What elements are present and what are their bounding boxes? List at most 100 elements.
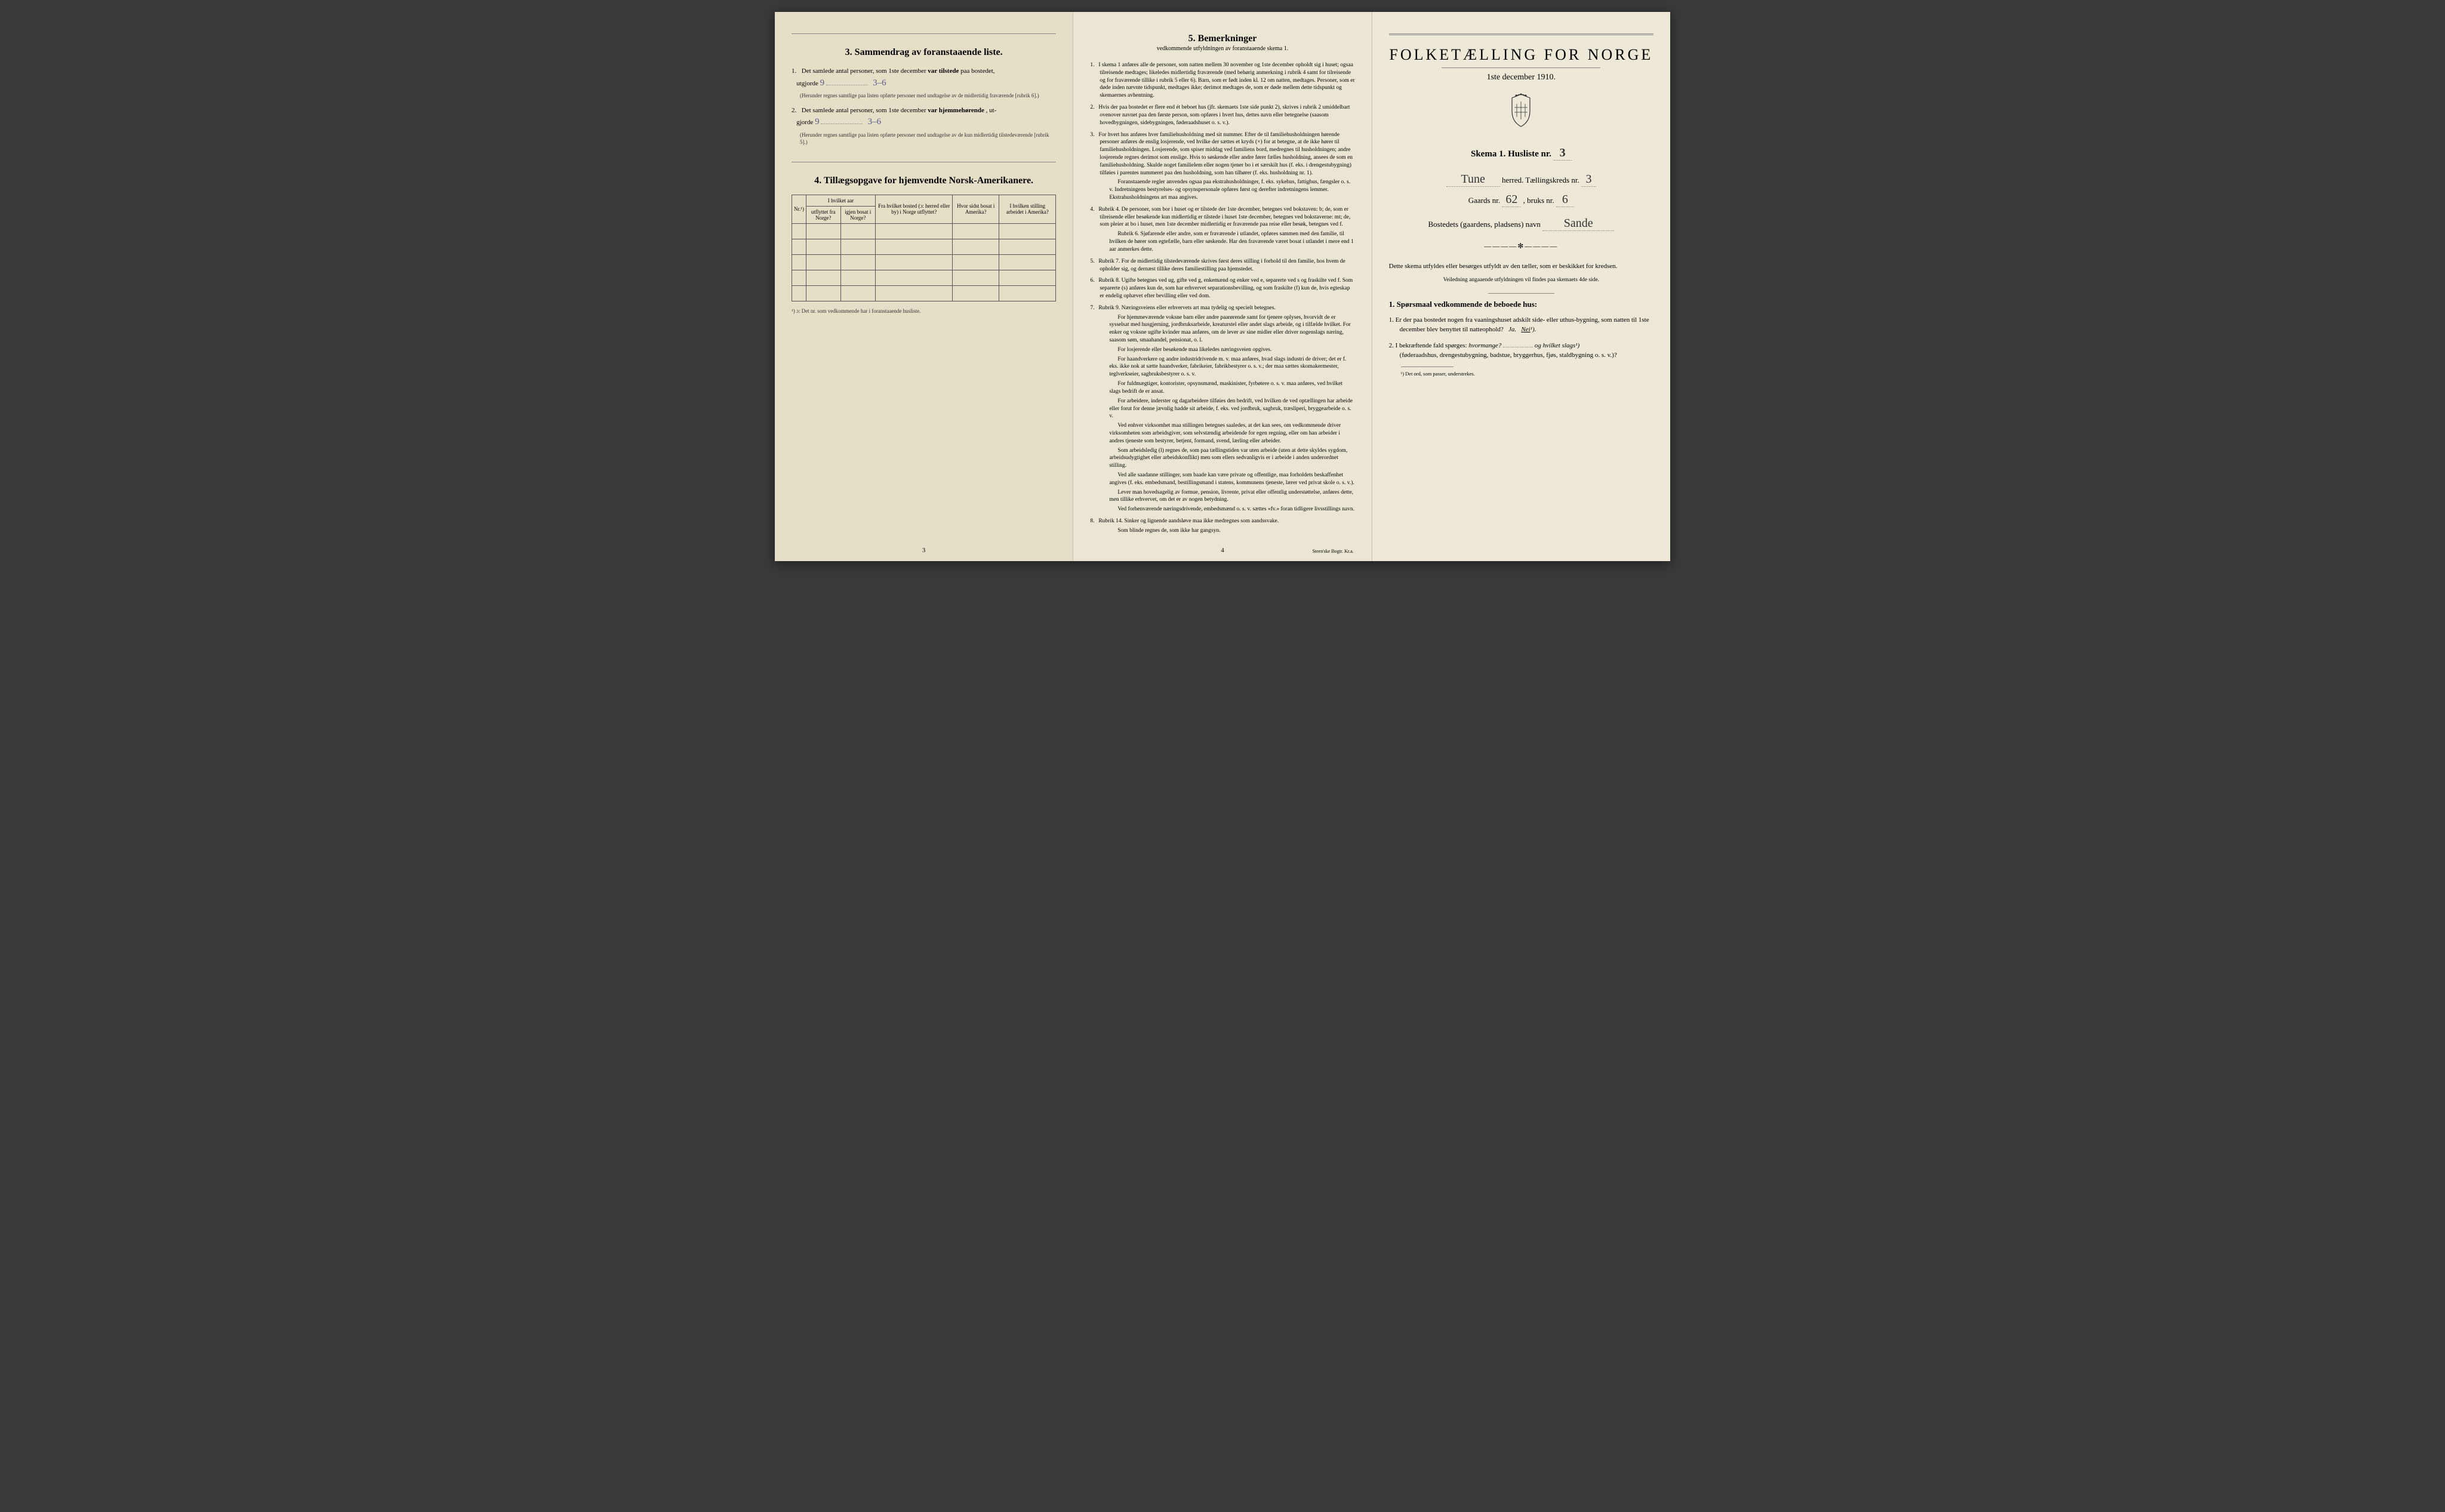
question-1: 1. Er der paa bostedet nogen fra vaaning… — [1389, 315, 1653, 335]
kreds-nr: 3 — [1581, 173, 1596, 187]
remark-text: Rubrik 9. Næringsveiens eller erhvervets… — [1098, 305, 1276, 311]
table-row — [792, 285, 1056, 301]
text: , ut- — [986, 107, 997, 114]
table-footnote: ¹) ɔ: Det nr. som vedkommende har i fora… — [792, 307, 1056, 315]
text: utgjorde — [796, 80, 818, 87]
remark-sub: For haandverkere og andre industridriven… — [1109, 356, 1354, 378]
section3-title: 3. Sammendrag av foranstaaende liste. — [792, 47, 1056, 58]
remark-text: Rubrik 14. Sinker og lignende aandsløve … — [1098, 518, 1279, 524]
gaards-nr: 62 — [1502, 193, 1521, 207]
section5-title: 5. Bemerkninger — [1090, 33, 1354, 44]
text: Det samlede antal personer, som 1ste dec… — [802, 107, 926, 114]
handwritten-extra: 3–6 — [868, 115, 882, 129]
instruction-text: Dette skema utfyldes eller besørges utfy… — [1389, 263, 1618, 270]
fine-print-note: (Herunder regnes samtlige paa listen opf… — [792, 131, 1056, 146]
footnote: ¹) Det ord, som passer, understrekes. — [1389, 371, 1653, 377]
remark-item: 3.For hvert hus anføres hver familiehush… — [1090, 131, 1354, 202]
th-year-group: I hvilket aar — [806, 195, 875, 206]
husliste-nr: 3 — [1554, 146, 1572, 161]
page-middle: 5. Bemerkninger vedkommende utfyldningen… — [1073, 12, 1372, 561]
text: gjorde — [796, 119, 813, 126]
th-bosted: Fra hvilket bosted (ɔ: herred eller by) … — [875, 195, 952, 223]
remark-sub: Ved forhenværende næringsdrivende, embed… — [1109, 506, 1354, 513]
bosted-label: Bostedets (gaardens, pladsens) navn — [1428, 220, 1540, 229]
remark-sub: Som blinde regnes de, som ikke har gangs… — [1109, 527, 1354, 535]
remark-sub: For fuldmægtiger, kontorister, opsynsmæn… — [1109, 380, 1354, 396]
item-number: 2. — [792, 106, 800, 116]
table-row — [792, 239, 1056, 254]
table-row — [792, 270, 1056, 285]
emigrant-table: Nr.¹) I hvilket aar Fra hvilket bosted (… — [792, 195, 1056, 301]
remarks-list: 1.I skema 1 anføres alle de personer, so… — [1090, 61, 1354, 535]
printer-credit: Steen'ske Bogtr. Kr.a. — [1312, 549, 1353, 554]
text: paa bostedet, — [960, 67, 994, 75]
summary-item-1: 1. Det samlede antal personer, som 1ste … — [792, 66, 1056, 100]
summary-item-2: 2. Det samlede antal personer, som 1ste … — [792, 106, 1056, 146]
decor-divider: ————✻———— — [1389, 242, 1653, 251]
q2-em: hvormange? — [1468, 342, 1501, 349]
skema-line: Skema 1. Husliste nr. 3 — [1389, 146, 1653, 161]
remark-sub: Rubrik 6. Sjøfarende eller andre, som er… — [1109, 230, 1354, 253]
remark-sub: Lever man hovedsagelig av formue, pensio… — [1109, 489, 1354, 504]
bruks-nr: 6 — [1556, 193, 1574, 207]
table-body — [792, 223, 1056, 301]
text: Det samlede antal personer, som 1ste dec… — [802, 67, 926, 75]
census-date: 1ste december 1910. — [1389, 73, 1653, 82]
remark-sub: For losjerende eller besøkende maa likel… — [1109, 346, 1354, 354]
herred-line: Tune herred. Tællingskreds nr. 3 — [1389, 173, 1653, 187]
remark-sub: Foranstaaende regler anvendes ogsaa paa … — [1109, 178, 1354, 201]
remark-item: 1.I skema 1 anføres alle de personer, so… — [1090, 61, 1354, 100]
remark-text: Hvis der paa bostedet er flere end ét be… — [1098, 104, 1350, 126]
section5-subtitle: vedkommende utfyldningen av foranstaaend… — [1090, 45, 1354, 52]
gaards-label: Gaards nr. — [1468, 196, 1500, 205]
remark-text: Rubrik 4. De personer, som bor i huset o… — [1098, 207, 1350, 228]
remark-sub: Ved enhver virksomhet maa stillingen bet… — [1109, 422, 1354, 445]
th-igjen: igjen bosat i Norge? — [840, 206, 875, 223]
answer-underlined: Nei — [1521, 326, 1530, 333]
table-row — [792, 254, 1056, 270]
remark-sub: Som arbeidsledig (l) regnes de, som paa … — [1109, 447, 1354, 470]
q-number: 1. — [1389, 316, 1394, 324]
bosted-value: Sande — [1542, 217, 1614, 231]
bruks-label: , bruks nr. — [1523, 196, 1554, 205]
remark-sub: Ved alle saadanne stillinger, som baade … — [1109, 472, 1354, 487]
fine-print-note: (Herunder regnes samtlige paa listen opf… — [792, 92, 1056, 100]
remark-text: I skema 1 anføres alle de personer, som … — [1098, 62, 1354, 98]
bold-text: var hjemmehørende — [928, 107, 984, 114]
herred-value: Tune — [1446, 173, 1500, 187]
remark-sub: For hjemmeværende voksne barn eller andr… — [1109, 314, 1354, 344]
handwritten-extra: 3–6 — [873, 76, 886, 90]
questions-heading: 1. Spørsmaal vedkommende de beboede hus: — [1389, 300, 1653, 309]
page-number: 4 — [1221, 547, 1224, 554]
remark-item: 4.Rubrik 4. De personer, som bor i huset… — [1090, 206, 1354, 254]
bosted-line: Bostedets (gaardens, pladsens) navn Sand… — [1389, 217, 1653, 231]
instruction-block: Dette skema utfyldes eller besørges utfy… — [1389, 261, 1653, 285]
rule-double — [1389, 33, 1653, 35]
q-number: 2. — [1389, 342, 1394, 349]
instruction-sub: Veiledning angaaende utfyldningen vil fi… — [1389, 276, 1653, 285]
remark-item: 5.Rubrik 7. For de midlertidig tilstedev… — [1090, 258, 1354, 273]
remark-text: For hvert hus anføres hver familiehushol… — [1098, 132, 1353, 176]
remark-item: 8.Rubrik 14. Sinker og lignende aandsløv… — [1090, 518, 1354, 535]
rule — [1442, 67, 1600, 68]
q2-em: og hvilket slags¹) — [1535, 342, 1579, 349]
rule — [1488, 293, 1554, 294]
remark-item: 2.Hvis der paa bostedet er flere end ét … — [1090, 104, 1354, 127]
coat-of-arms — [1389, 93, 1653, 132]
q2-post: (føderaadshus, drengestubygning, badstue… — [1400, 352, 1617, 359]
bold-text: var tilstede — [928, 67, 959, 75]
census-document-spread: 3. Sammendrag av foranstaaende liste. 1.… — [775, 12, 1670, 561]
q2-text: I bekræftende fald spørges: — [1396, 342, 1467, 349]
th-nr: Nr.¹) — [792, 195, 806, 223]
rule — [792, 33, 1056, 34]
page-left: 3. Sammendrag av foranstaaende liste. 1.… — [775, 12, 1073, 561]
question-2: 2. I bekræftende fald spørges: hvormange… — [1389, 341, 1653, 361]
th-sidst: Hvor sidst bosat i Amerika? — [953, 195, 999, 223]
crest-icon — [1506, 93, 1536, 129]
page-number: 3 — [922, 547, 926, 554]
handwritten-value: 9 — [815, 115, 820, 129]
skema-label: Skema 1. Husliste nr. — [1471, 149, 1551, 159]
gaards-line: Gaards nr. 62 , bruks nr. 6 — [1389, 193, 1653, 207]
section4-title: 4. Tillægsopgave for hjemvendte Norsk-Am… — [792, 175, 1056, 186]
herred-label: herred. Tællingskreds nr. — [1502, 175, 1579, 184]
